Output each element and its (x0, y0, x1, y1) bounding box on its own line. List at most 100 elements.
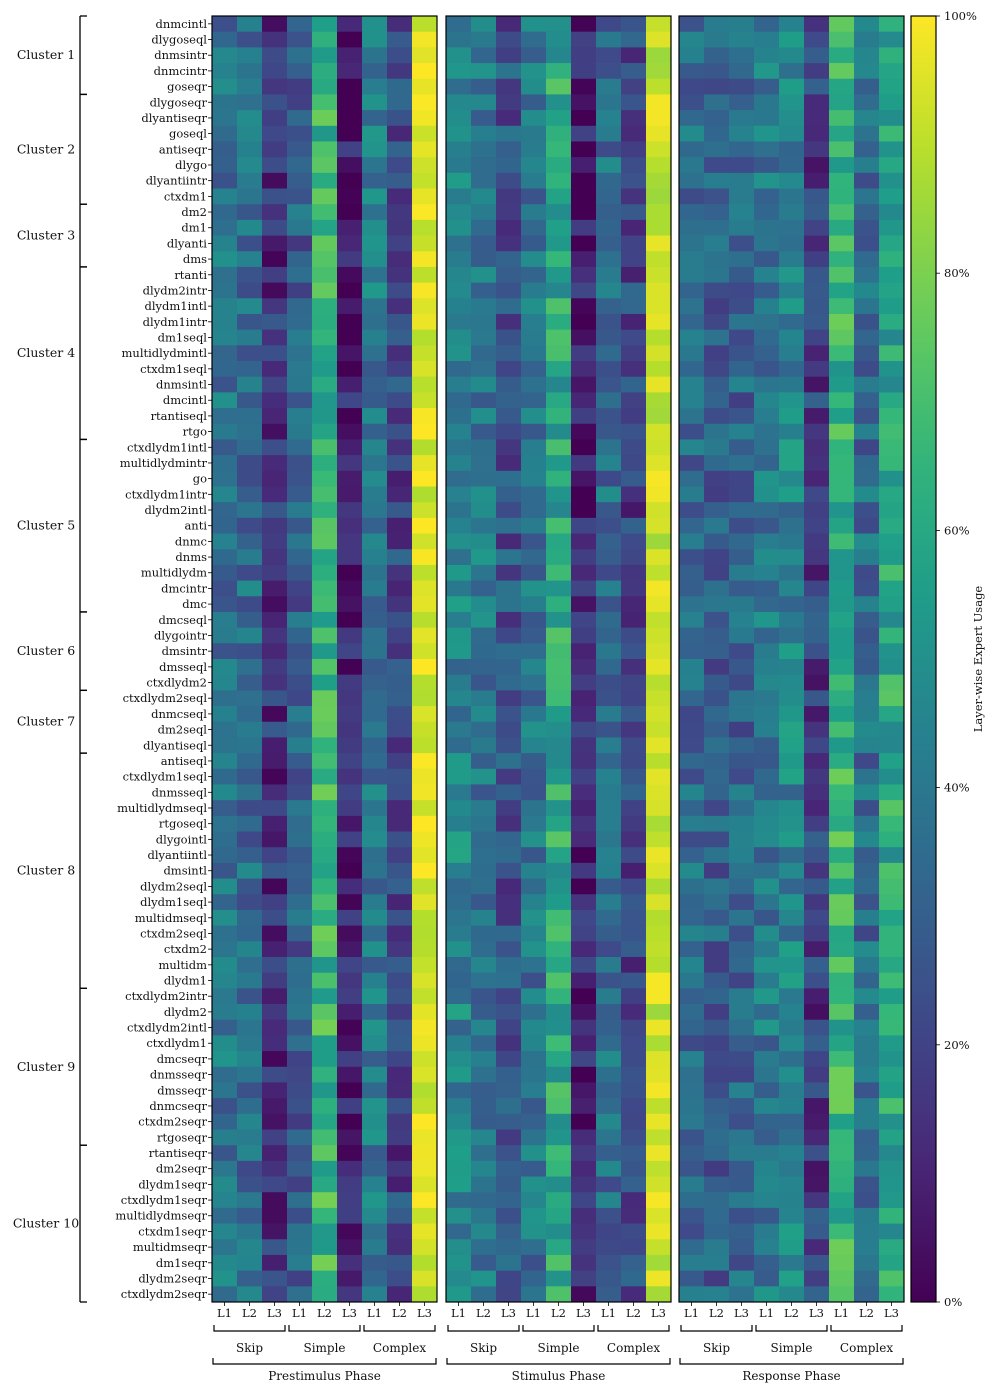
heatmap-cell (754, 1270, 780, 1287)
heatmap-cell (729, 439, 755, 456)
heatmap-cell (621, 659, 647, 676)
heatmap-cell (471, 31, 497, 48)
heatmap-cell (412, 345, 438, 362)
heatmap-cell (387, 235, 413, 252)
row-label: dnmcseqr (149, 1099, 207, 1113)
heatmap-cell (521, 643, 547, 660)
heatmap-cell (879, 1082, 905, 1099)
heatmap-cell (704, 988, 730, 1005)
heatmap-cell (471, 596, 497, 613)
heatmap-cell (704, 251, 730, 268)
heatmap-cell (337, 831, 363, 848)
heatmap-cell (546, 956, 572, 974)
heatmap-cell (362, 674, 388, 691)
heatmap-cell (679, 110, 705, 127)
heatmap-cell (571, 753, 597, 770)
heatmap-cell (754, 172, 780, 189)
heatmap-cell (679, 564, 705, 581)
heatmap-cell (729, 909, 755, 927)
heatmap-cell (412, 831, 438, 848)
heatmap-cell (471, 204, 497, 221)
heatmap-cell (621, 1098, 647, 1115)
heatmap-cell (729, 972, 755, 989)
heatmap-cell (646, 486, 672, 503)
heatmap-cell (337, 1286, 363, 1303)
heatmap-cell (446, 564, 472, 581)
heatmap-cell (287, 172, 313, 189)
heatmap-cell (679, 313, 705, 331)
heatmap-cell (546, 361, 572, 378)
heatmap-cell (546, 204, 572, 221)
heatmap-cell (312, 784, 338, 801)
heatmap-cell (287, 1176, 313, 1193)
heatmap-cell (879, 909, 905, 927)
heatmap-cell (471, 455, 497, 472)
heatmap-cell (521, 737, 547, 754)
heatmap-cell (646, 611, 672, 629)
layer-tick-label: L3 (734, 1306, 749, 1320)
heatmap-cell (571, 1129, 597, 1146)
heatmap-cell (571, 345, 597, 362)
heatmap-cell (679, 627, 705, 644)
heatmap-cell (646, 502, 672, 519)
heatmap-cell (521, 47, 547, 64)
heatmap-cell (621, 1051, 647, 1068)
heatmap-cell (704, 1254, 730, 1272)
heatmap-cell (621, 188, 647, 205)
heatmap-cell (262, 188, 288, 205)
heatmap-cell (779, 706, 805, 723)
heatmap-cell (646, 266, 672, 284)
heatmap-cell (854, 1223, 880, 1240)
heatmap-cell (879, 627, 905, 644)
heatmap-cell (387, 486, 413, 503)
heatmap-cell (262, 909, 288, 927)
heatmap-cell (754, 517, 780, 534)
heatmap-cell (362, 502, 388, 519)
heatmap-cell (854, 392, 880, 409)
heatmap-cell (287, 956, 313, 974)
heatmap-cell (621, 721, 647, 738)
heatmap-cell (471, 768, 497, 785)
heatmap-cell (621, 674, 647, 691)
heatmap-cell (362, 1066, 388, 1083)
group-label: Skip (236, 1341, 263, 1355)
heatmap-cell (571, 627, 597, 644)
heatmap-cell (704, 361, 730, 378)
heatmap-cell (679, 1129, 705, 1146)
heatmap-cell (729, 956, 755, 974)
heatmap-cell (446, 768, 472, 785)
heatmap-cell (212, 1270, 238, 1287)
heatmap-cell (729, 643, 755, 660)
heatmap-cell (646, 423, 672, 440)
heatmap-cell (496, 925, 522, 942)
heatmap-cell (337, 219, 363, 236)
heatmap-cell (621, 408, 647, 425)
heatmap-cell (446, 455, 472, 472)
heatmap-cell (779, 1207, 805, 1224)
heatmap-cell (312, 611, 338, 629)
group-label: Complex (840, 1341, 893, 1355)
row-label: dmcseqr (157, 1052, 208, 1066)
heatmap-cell (646, 31, 672, 48)
heatmap-cell (829, 706, 855, 723)
heatmap-cell (546, 470, 572, 487)
heatmap-cell (237, 298, 263, 315)
heatmap-cell (829, 219, 855, 236)
heatmap-cell (312, 1207, 338, 1224)
heatmap-cell (571, 125, 597, 142)
heatmap-cell (521, 784, 547, 801)
heatmap-cell (679, 925, 705, 942)
row-label: dlydm1 (164, 974, 207, 988)
heatmap-cell (446, 219, 472, 236)
heatmap-cell (646, 894, 672, 911)
heatmap-cell (237, 643, 263, 660)
heatmap-cell (779, 486, 805, 503)
heatmap-cell (412, 63, 438, 80)
heatmap-cell (879, 157, 905, 174)
heatmap-cell (412, 1082, 438, 1099)
heatmap-cell (596, 439, 622, 456)
heatmap-cell (729, 1129, 755, 1146)
heatmap-cell (879, 706, 905, 723)
heatmap-cell (287, 878, 313, 895)
heatmap-cell (496, 94, 522, 111)
